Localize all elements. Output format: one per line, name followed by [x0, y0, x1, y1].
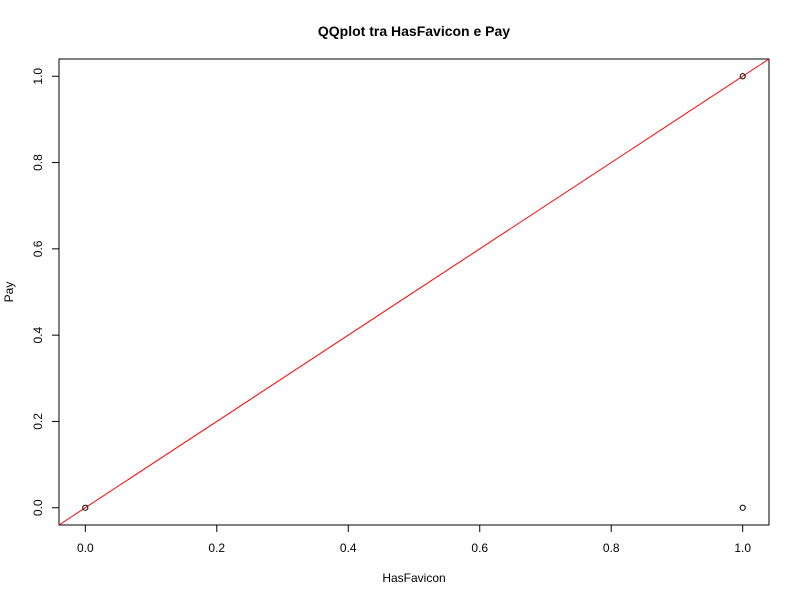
y-axis-label: Pay: [2, 282, 16, 303]
x-tick-label: 0.4: [340, 541, 357, 555]
data-point: [739, 73, 746, 80]
reference-line: [58, 58, 770, 526]
x-tick-label: 0.0: [77, 541, 94, 555]
x-tick-label: 1.0: [734, 541, 751, 555]
y-tick-label: 0.4: [31, 326, 45, 343]
y-tick-label: 0.6: [31, 240, 45, 257]
x-axis-label: HasFavicon: [382, 571, 445, 585]
plot-area: [58, 58, 770, 526]
x-axis: 0.0 0.2 0.4 0.6 0.8 1.0: [77, 524, 751, 555]
chart-title: QQplot tra HasFavicon e Pay: [318, 23, 510, 39]
y-tick-label: 0.2: [31, 413, 45, 430]
y-tick-label: 0.8: [31, 154, 45, 171]
y-tick-label: 1.0: [31, 68, 45, 85]
data-point: [82, 504, 89, 511]
x-tick-label: 0.8: [603, 541, 620, 555]
y-tick-label: 0.0: [31, 499, 45, 516]
data-point: [739, 504, 746, 511]
x-tick-label: 0.2: [208, 541, 225, 555]
y-axis: 0.0 0.2 0.4 0.6 0.8 1.0: [31, 68, 59, 516]
x-tick-label: 0.6: [471, 541, 488, 555]
